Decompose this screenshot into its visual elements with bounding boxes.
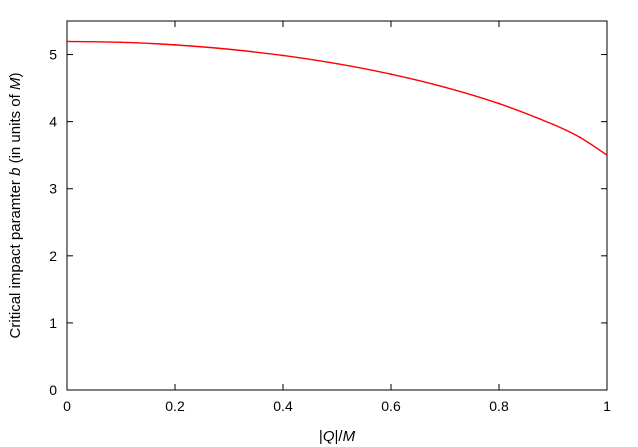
y-tick-label: 1 xyxy=(49,315,57,331)
x-axis-ticks: 0 0.2 0.4 0.6 0.8 1 xyxy=(63,21,611,414)
x-tick-label: 0.8 xyxy=(489,398,509,414)
x-tick-label: 1 xyxy=(603,398,611,414)
data-point xyxy=(336,62,338,65)
data-point xyxy=(606,154,608,157)
x-axis-label: |Q|/M xyxy=(319,428,356,445)
y-tick-label: 0 xyxy=(49,382,57,398)
x-tick-label: 0 xyxy=(63,398,71,414)
y-axis-ticks: 0 1 2 3 4 5 xyxy=(49,47,607,398)
y-axis-label: Critical impact paramter b (in units of … xyxy=(7,73,24,339)
x-tick-label: 0.2 xyxy=(165,398,185,414)
data-point xyxy=(390,73,392,76)
data-point xyxy=(120,41,122,44)
series-layer xyxy=(66,40,608,157)
y-tick-label: 4 xyxy=(49,114,57,130)
x-tick-label: 0.6 xyxy=(381,398,401,414)
data-point xyxy=(282,54,284,57)
y-tick-label: 3 xyxy=(49,181,57,197)
data-point xyxy=(579,136,581,139)
data-point xyxy=(498,102,500,105)
y-tick-label: 5 xyxy=(49,47,57,63)
plot-frame xyxy=(66,20,608,391)
data-point xyxy=(66,40,68,43)
data-point xyxy=(552,123,554,126)
y-tick-label: 2 xyxy=(49,248,57,264)
data-point xyxy=(174,43,176,46)
data-point xyxy=(228,48,230,51)
series-line xyxy=(66,40,608,156)
data-point xyxy=(444,86,446,89)
x-tick-label: 0.4 xyxy=(273,398,293,414)
